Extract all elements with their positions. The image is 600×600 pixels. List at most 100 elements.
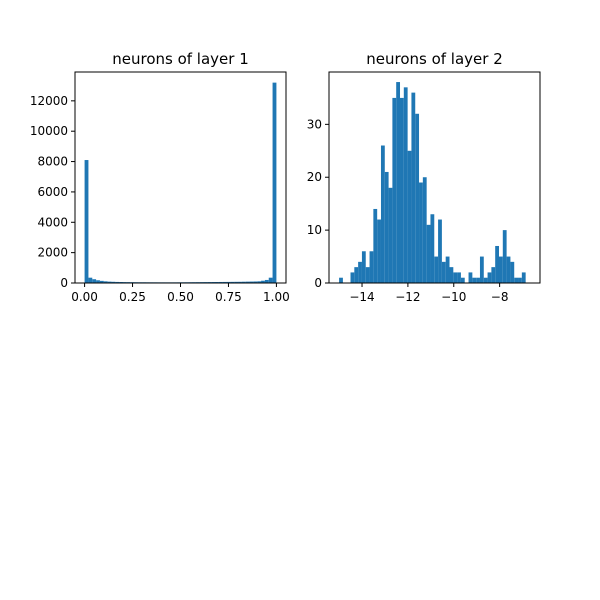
y-axis: 0 2000 4000 6000 8000 10000 12000 [30,94,75,290]
histogram-bar [115,281,120,283]
y-tick-label: 0 [314,276,322,290]
histogram-bar [388,187,393,283]
histogram-bar [506,256,511,283]
histogram-bar [415,113,420,283]
histogram-bar [491,267,496,283]
y-tick-label: 10000 [30,124,68,138]
subplot-layer-1: neurons of layer 1 0.00 0.25 0.50 0.75 1.00 … [30,50,290,304]
histogram-bar [438,219,442,283]
histogram-bar [445,256,450,283]
histogram-bar [460,277,465,283]
y-tick-label: 10 [307,223,322,237]
histogram-bar [457,272,461,283]
bar-series [339,82,526,284]
x-tick-label: −14 [349,290,374,304]
x-tick-label: −8 [491,290,509,304]
histogram-bar [396,82,401,283]
histogram-bar [498,256,503,283]
histogram-bar [468,272,473,283]
histogram-bar [245,281,250,283]
histogram-bar [453,272,458,283]
histogram-bar [99,280,104,283]
histogram-bar [88,277,93,283]
histogram-bar [510,261,515,283]
histogram-bar [426,224,431,283]
x-tick-label: −12 [395,290,420,304]
y-tick-label: 8000 [37,155,68,169]
histogram-bar [365,267,370,283]
plot-title: neurons of layer 1 [112,50,249,68]
histogram-bar [422,177,427,283]
histogram-bar [230,281,235,283]
histogram-bar [253,281,258,283]
histogram-bar [472,277,477,283]
histogram-bar [483,277,488,283]
y-tick-label: 12000 [30,94,68,108]
histogram-bar [241,281,246,283]
y-axis: 0 10 20 30 [307,117,329,290]
histogram-bar [103,281,108,283]
x-tick-label: 0.25 [119,290,146,304]
histogram-bar [502,230,507,283]
x-tick-label: −10 [441,290,466,304]
histogram-bar [392,97,397,283]
histogram-bar [218,281,223,283]
histogram-bar [407,150,412,283]
histogram-bar [400,97,404,283]
histogram-bar [350,272,355,283]
histogram-bar [92,279,97,283]
x-axis: 0.00 0.25 0.50 0.75 1.00 [71,283,290,304]
x-tick-label: 0.00 [71,290,98,304]
histogram-bar [234,281,239,283]
histogram-bar [479,256,484,283]
histogram-bar [514,277,519,283]
histogram-bar [222,281,227,283]
y-tick-label: 0 [60,276,68,290]
plot-title: neurons of layer 2 [366,50,503,68]
histogram-bar [476,277,480,283]
histogram-bar [257,281,262,283]
histogram-bar [411,92,416,284]
y-tick-label: 30 [307,117,322,131]
histogram-bar [373,208,378,283]
histogram-bar [384,171,389,283]
y-tick-label: 6000 [37,185,68,199]
histogram-bar [377,219,381,283]
histogram-bar [339,277,343,283]
histogram-bar [264,279,269,283]
histogram-bar [107,281,112,283]
histogram-bar [369,251,374,283]
histogram-bar [358,261,362,283]
histogram-bar [354,267,359,283]
x-axis: −14 −12 −10 −8 [349,283,508,304]
histogram-bar [249,281,254,283]
x-tick-label: 0.50 [167,290,194,304]
histogram-bar [521,272,526,283]
histogram-bar [419,182,423,283]
histogram-bar [449,267,454,283]
histogram-bar [403,87,408,283]
histogram-bar [238,281,242,283]
histogram-bar [430,214,435,283]
y-tick-label: 4000 [37,215,68,229]
histogram-bar [380,145,385,283]
histogram-bar [261,280,265,283]
histogram-bar [434,256,439,283]
histogram-bar [495,245,499,283]
y-tick-label: 2000 [37,246,68,260]
y-tick-label: 20 [307,170,322,184]
x-tick-label: 1.00 [263,290,290,304]
histogram-bar [111,281,116,283]
subplot-layer-2: neurons of layer 2 −14 −12 −10 −8 0 10 20 30 [307,50,541,304]
histogram-bar [268,277,273,283]
histogram-bar [272,82,277,283]
histogram-bar [84,160,89,283]
x-tick-label: 0.75 [215,290,242,304]
histogram-bar [518,277,522,283]
histogram-bar [96,280,100,283]
histogram-bar [361,251,366,283]
histogram-bar [487,272,492,283]
histogram-bar [441,261,446,283]
